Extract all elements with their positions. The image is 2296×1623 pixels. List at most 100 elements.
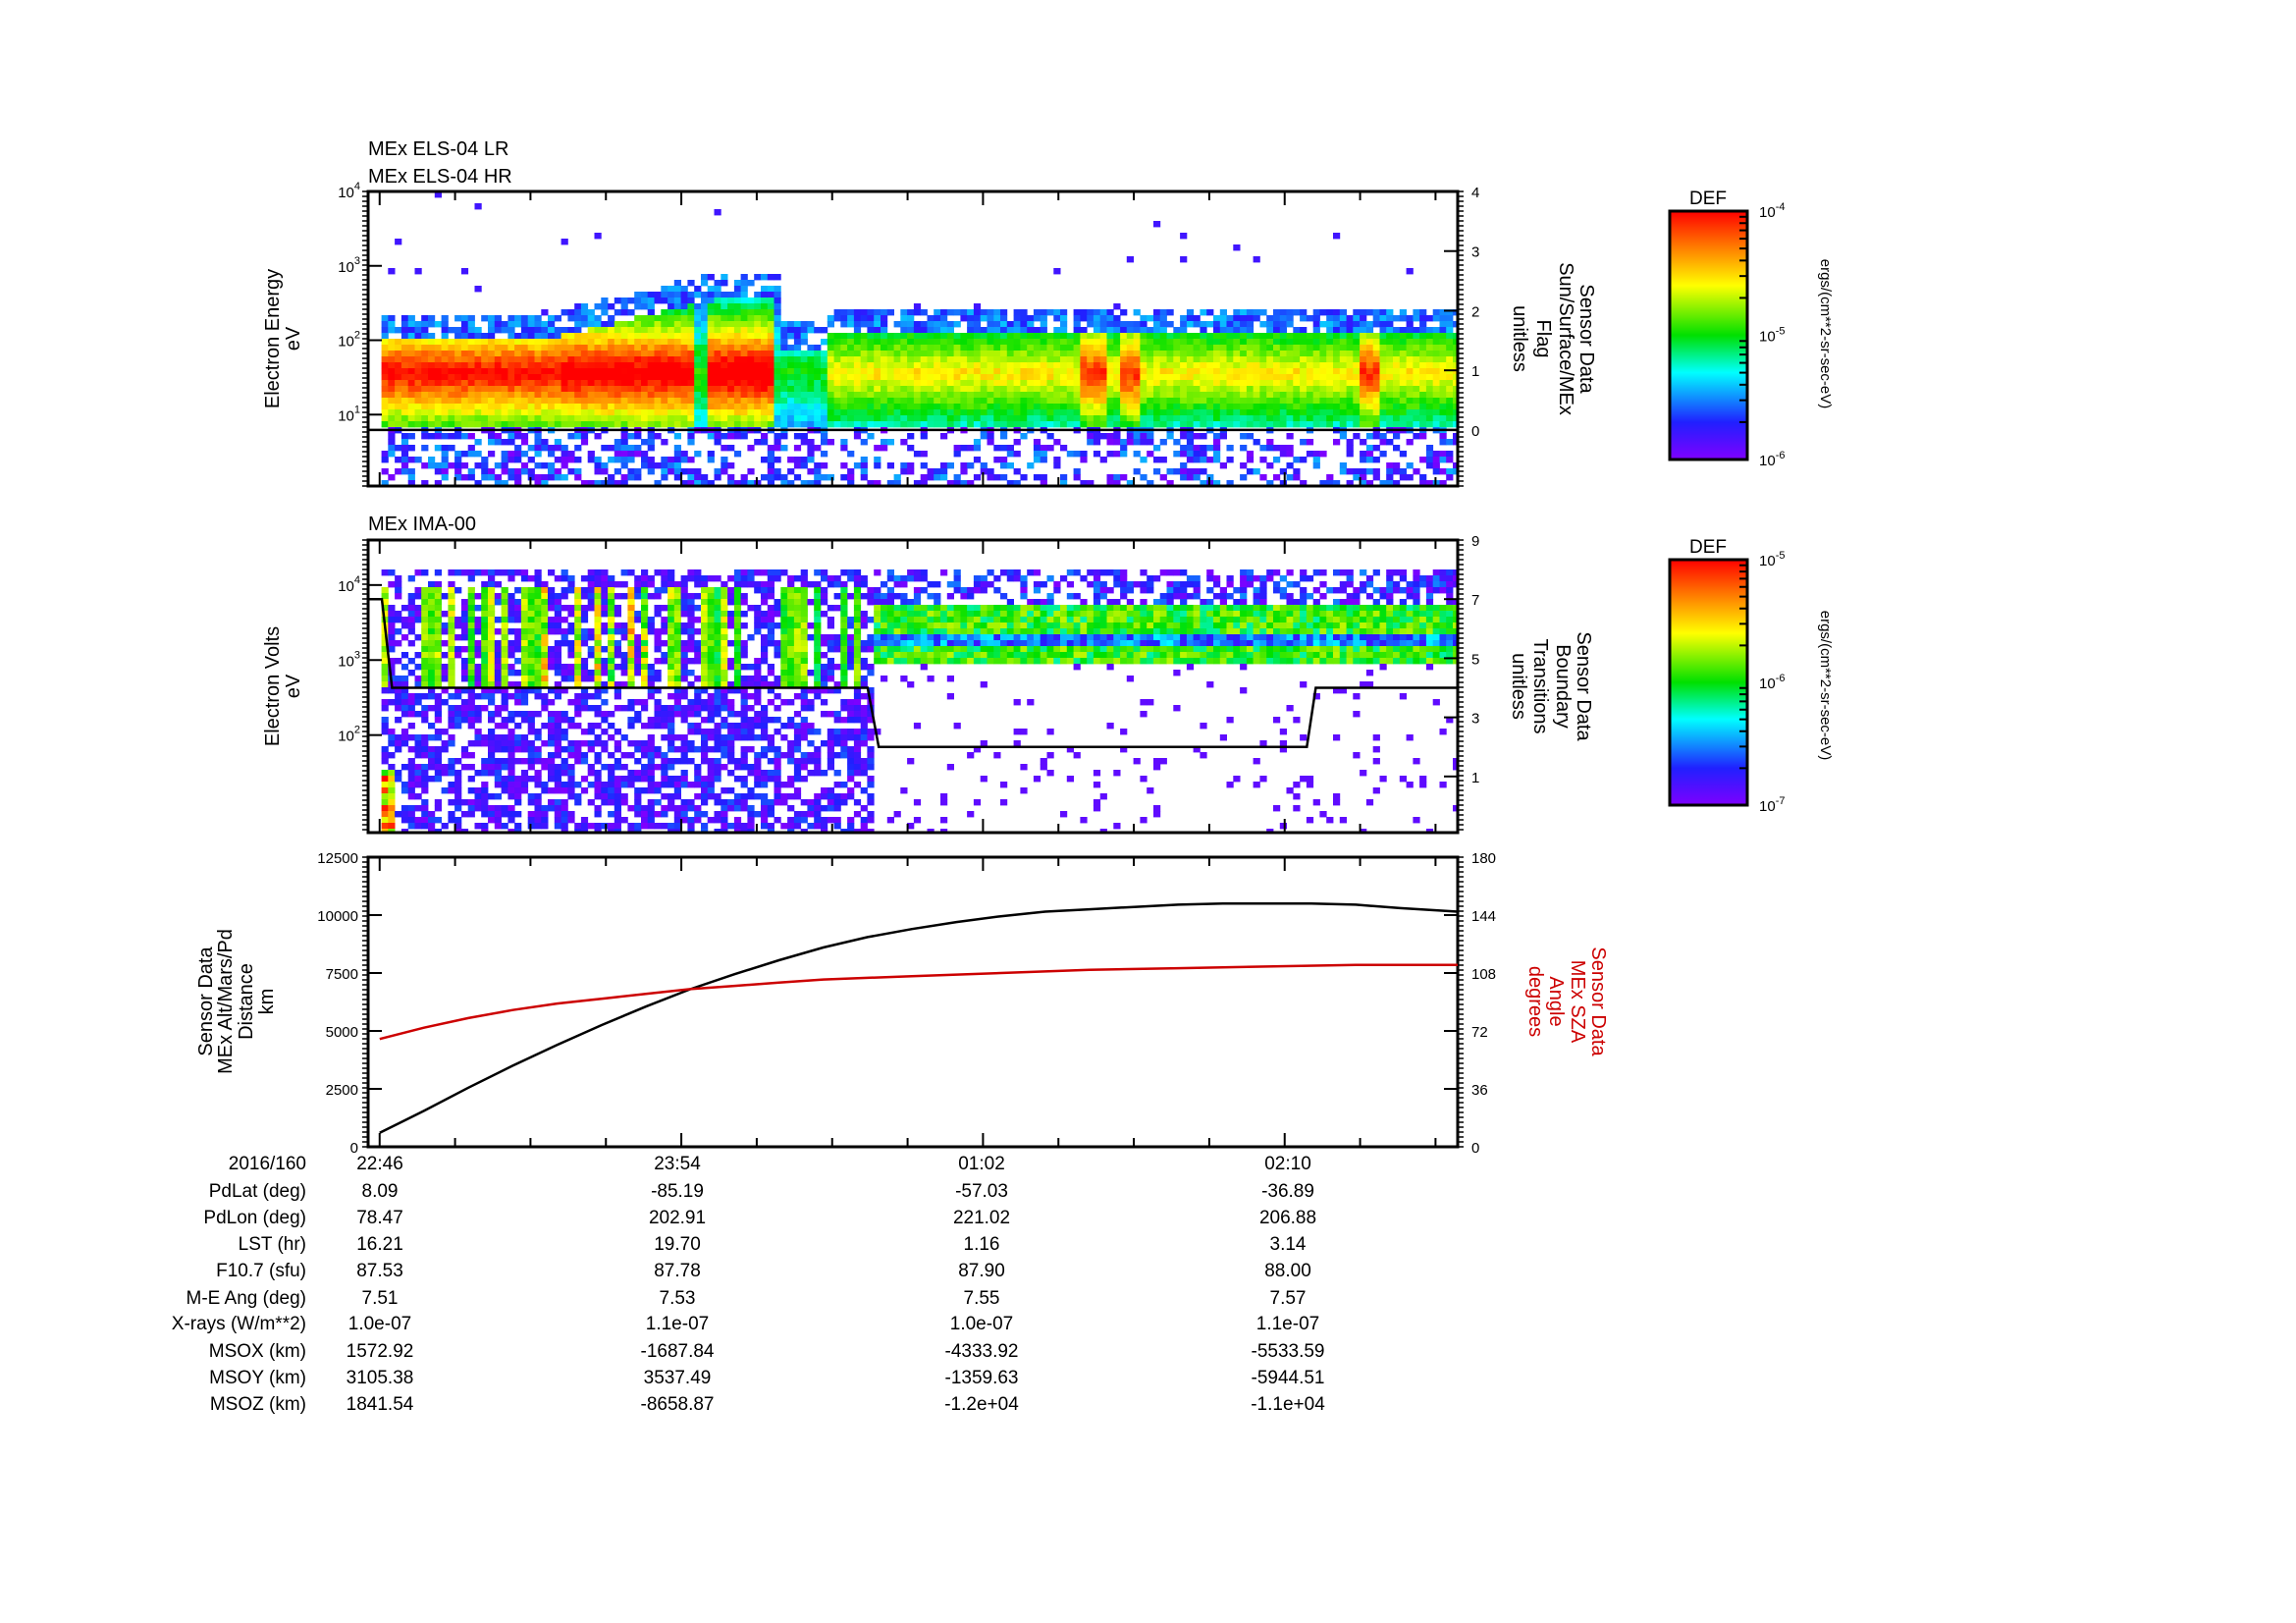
spectrogram-cell	[620, 462, 628, 469]
spectrogram-cell	[1073, 386, 1081, 393]
spectrogram-cell	[481, 799, 489, 806]
spectrogram-cell	[1140, 339, 1148, 346]
spectrogram-cell	[821, 421, 828, 428]
spectrogram-cell	[1333, 333, 1341, 340]
spectrogram-cell	[721, 398, 728, 405]
spectrogram-cell	[561, 811, 568, 818]
spectrogram-cell	[1240, 398, 1248, 405]
spectrogram-cell	[1126, 398, 1134, 405]
spectrogram-cell	[747, 339, 755, 346]
spectrogram-cell	[661, 321, 668, 328]
spectrogram-cell	[1353, 368, 1361, 375]
spectrogram-cell	[1246, 392, 1255, 399]
spectrogram-cell	[520, 711, 529, 718]
els-title-lr: MEx ELS-04 LR	[368, 138, 508, 160]
spectrogram-cell	[620, 409, 628, 416]
spectrogram-cell	[1253, 404, 1260, 410]
spectrogram-cell	[960, 374, 968, 381]
spectrogram-cell	[787, 404, 795, 410]
spectrogram-cell	[454, 368, 462, 375]
spectrogram-cell	[554, 575, 561, 582]
spectrogram-cell	[1406, 421, 1414, 428]
spectrogram-cell	[608, 398, 615, 405]
spectrogram-cell	[953, 321, 961, 328]
spectrogram-cell	[814, 380, 822, 387]
spectrogram-cell	[481, 740, 489, 747]
spectrogram-cell	[1066, 339, 1074, 346]
spectrogram-cell	[687, 433, 695, 440]
spectrogram-cell	[740, 345, 748, 352]
spectrogram-cell	[474, 770, 482, 777]
spectrogram-cell	[428, 693, 436, 700]
spectrogram-cell	[1453, 309, 1459, 316]
spectrogram-cell	[1093, 345, 1101, 352]
spectrogram-cell	[407, 409, 415, 416]
spectrogram-cell	[993, 315, 1001, 322]
spectrogram-cell	[574, 415, 582, 422]
spectrogram-cell	[514, 339, 522, 346]
spectrogram-cell	[647, 415, 655, 422]
spectrogram-cell	[1419, 321, 1427, 328]
spectrogram-cell	[1240, 392, 1248, 399]
spectrogram-cell	[740, 309, 748, 316]
spectrogram-cell	[467, 711, 475, 718]
spectrogram-cell	[1186, 392, 1195, 399]
spectrogram-cell	[474, 676, 482, 682]
spectrogram-cell	[520, 658, 529, 665]
spectrogram-cell	[1399, 345, 1407, 352]
spectrogram-cell	[1133, 433, 1141, 440]
spectrogram-cell	[527, 398, 535, 405]
spectrogram-cell	[1453, 439, 1459, 446]
spectrogram-cell	[721, 415, 728, 422]
ima-title: MEx IMA-00	[368, 514, 476, 535]
spectrogram-cell	[414, 362, 422, 369]
spectrogram-cell	[567, 415, 575, 422]
spectrogram-cell	[1093, 421, 1101, 428]
spectrogram-cell	[441, 699, 449, 706]
spectrogram-cell	[448, 445, 455, 452]
spectrogram-cell	[647, 457, 655, 463]
spectrogram-cell	[886, 309, 894, 316]
spectrogram-cell	[441, 593, 449, 600]
spectrogram-cell	[507, 758, 515, 765]
spectrogram-cell	[913, 374, 922, 381]
spectrogram-cell	[395, 770, 402, 777]
spectrogram-cell	[687, 439, 695, 446]
spectrogram-cell	[1087, 321, 1095, 328]
spectrogram-cell	[1413, 415, 1420, 422]
els-title-hr: MEx ELS-04 HR	[368, 166, 512, 188]
spectrogram-cell	[1346, 321, 1354, 328]
spectrogram-cell	[1346, 468, 1354, 475]
spectrogram-cell	[1246, 409, 1255, 416]
spectrogram-cell	[534, 480, 542, 486]
spectrogram-cell	[567, 392, 575, 399]
spectrogram-cell	[1393, 386, 1401, 393]
spectrogram-cell	[960, 315, 968, 322]
spectrogram-cell	[407, 386, 415, 393]
spectrogram-cell	[421, 681, 429, 688]
spectrogram-cell	[867, 480, 875, 486]
spectrogram-cell	[460, 268, 469, 275]
spectrogram-cell	[827, 374, 834, 381]
spectrogram-cell	[454, 356, 462, 363]
spectrogram-cell	[1279, 351, 1287, 357]
spectrogram-cell	[434, 415, 442, 422]
spectrogram-cell	[534, 770, 542, 777]
spectrogram-cell	[1419, 480, 1427, 486]
spectrogram-cell	[1406, 386, 1414, 393]
spectrogram-cell	[847, 356, 855, 363]
spectrogram-cell	[474, 356, 482, 363]
spectrogram-cell	[1279, 404, 1287, 410]
spectrogram-cell	[893, 398, 901, 405]
spectrogram-cell	[507, 333, 515, 340]
spectrogram-cell	[747, 415, 755, 422]
spectrogram-cell	[1193, 386, 1201, 393]
spectrogram-cell	[1312, 333, 1320, 340]
spectrogram-cell	[527, 628, 535, 635]
spectrogram-cell	[1219, 392, 1227, 399]
spectrogram-cell	[627, 362, 635, 369]
spectrogram-cell	[580, 386, 589, 393]
spectrogram-cell	[980, 309, 988, 316]
spectrogram-cell	[434, 693, 442, 700]
spectrogram-cell	[501, 681, 508, 688]
